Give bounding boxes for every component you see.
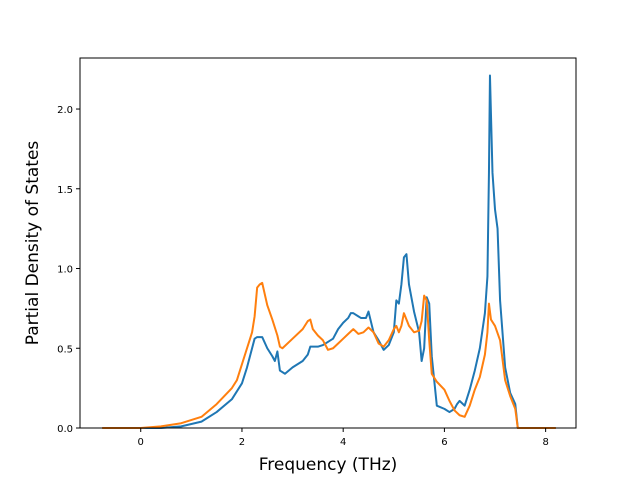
x-axis-label: Frequency (THz)	[259, 455, 398, 475]
x-tick-label: 4	[340, 437, 346, 448]
y-tick-label: 1.0	[57, 265, 73, 276]
y-tick-label: 1.5	[57, 185, 73, 196]
y-axis: 0.0 0.5 1.0 1.5 2.0	[57, 105, 80, 435]
plot-frame	[79, 57, 577, 429]
y-tick-label: 0.0	[57, 424, 73, 435]
x-tick-label: 8	[542, 437, 548, 448]
series-layer	[102, 74, 556, 429]
y-axis-label: Partial Density of States	[23, 141, 43, 346]
series-line-2	[102, 281, 556, 429]
x-tick-label: 6	[441, 437, 447, 448]
x-tick-label: 0	[138, 437, 144, 448]
y-tick-label: 0.5	[57, 344, 73, 355]
x-tick-label: 2	[239, 437, 245, 448]
x-axis: 0 2 4 6 8	[138, 428, 549, 448]
series-line-1	[102, 74, 556, 429]
y-tick-label: 2.0	[57, 105, 73, 116]
